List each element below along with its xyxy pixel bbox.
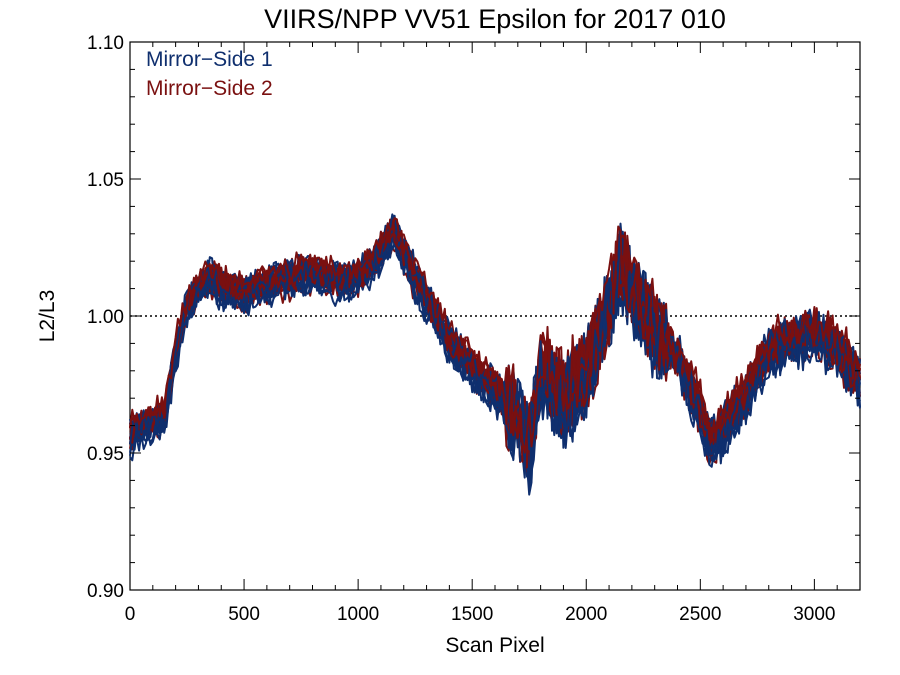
axis-ticks: 0 500 1000 1500 2000 2500 3000 0.90 0.95 1.00 1.05…	[87, 33, 860, 625]
legend-entry-mirror-side-1: Mirror−Side 1	[146, 48, 273, 71]
series-line-mirror-side-1	[129, 236, 861, 496]
x-tick-label: 0	[125, 604, 136, 625]
legend: Mirror−Side 1 Mirror−Side 2	[146, 48, 273, 100]
plot-area	[129, 41, 861, 591]
x-tick-label: 2500	[679, 604, 721, 625]
series-line-mirror-side-1	[129, 222, 861, 489]
series-line-mirror-side-1	[129, 232, 861, 476]
x-tick-label: 1000	[337, 604, 379, 625]
legend-entry-mirror-side-2: Mirror−Side 2	[146, 77, 273, 100]
y-tick-label: 1.00	[87, 307, 124, 328]
series-line-mirror-side-2	[129, 223, 861, 473]
series-line-mirror-side-2	[129, 222, 861, 472]
series-line-mirror-side-1	[129, 214, 861, 473]
series-line-mirror-side-2	[129, 217, 861, 454]
y-tick-label: 0.95	[87, 444, 124, 465]
y-axis-label: L2/L3	[36, 290, 59, 343]
series-line-mirror-side-2	[129, 220, 861, 482]
series-line-mirror-side-2	[129, 225, 861, 469]
series-line-mirror-side-1	[129, 217, 861, 456]
series-line-mirror-side-2	[129, 216, 861, 469]
series-line-mirror-side-2	[129, 217, 861, 466]
x-tick-label: 2000	[565, 604, 607, 625]
series-line-mirror-side-1	[129, 226, 861, 481]
series-line-mirror-side-1	[129, 227, 861, 491]
x-tick-label: 500	[228, 604, 260, 625]
x-tick-label: 1500	[451, 604, 493, 625]
series-line-mirror-side-1	[129, 213, 861, 468]
series-line-mirror-side-2	[129, 227, 861, 461]
chart-title: VIIRS/NPP VV51 Epsilon for 2017 010	[264, 4, 726, 34]
series-group	[129, 213, 861, 496]
series-line-mirror-side-1	[129, 229, 861, 481]
x-axis-label: Scan Pixel	[445, 634, 544, 657]
series-line-mirror-side-2	[129, 233, 861, 463]
x-tick-label: 3000	[793, 604, 835, 625]
y-tick-label: 1.05	[87, 170, 124, 191]
y-tick-label: 1.10	[87, 33, 124, 54]
series-line-mirror-side-1	[129, 220, 861, 480]
y-tick-label: 0.90	[87, 581, 124, 602]
series-line-mirror-side-1	[129, 231, 861, 479]
